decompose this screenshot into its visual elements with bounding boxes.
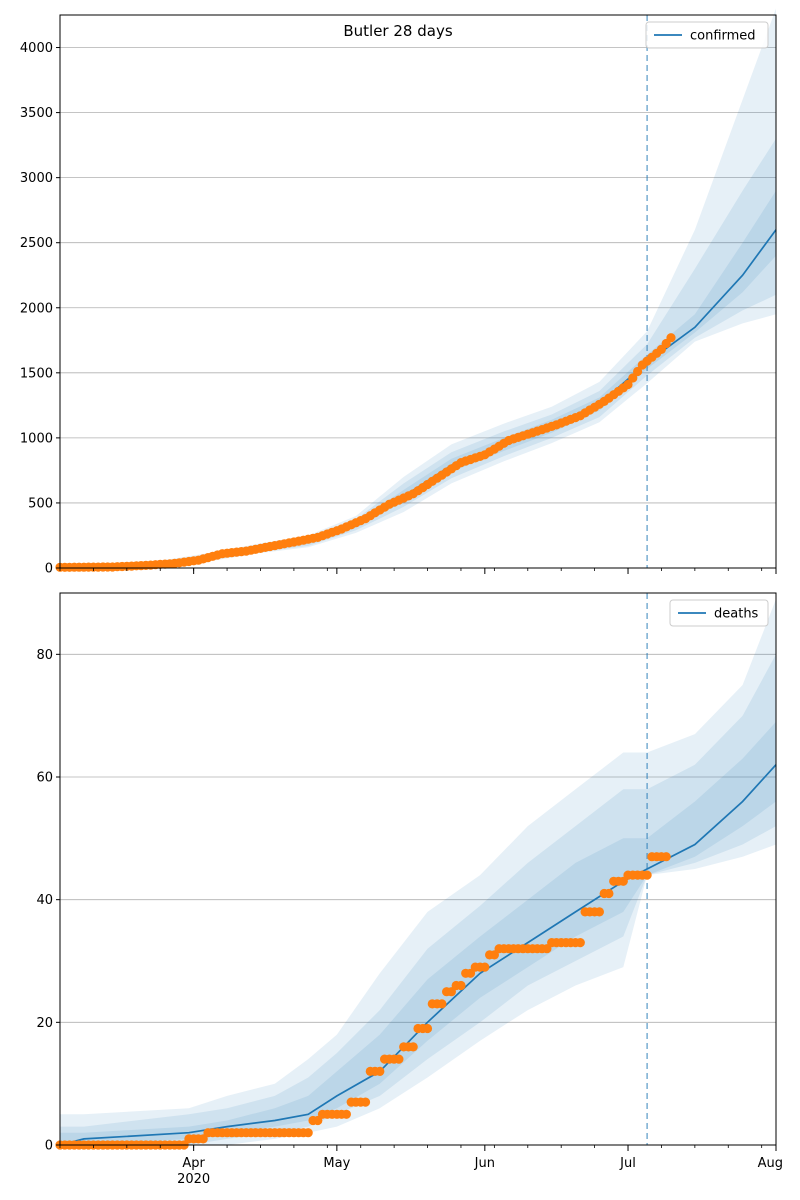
observed-point (661, 852, 671, 862)
x-tick-label: Apr (182, 1156, 205, 1171)
median-line-confirmed (59, 229, 777, 569)
y-tick-label: 40 (36, 893, 53, 908)
observed-point (623, 379, 633, 390)
uncertainty-band-2 (60, 138, 776, 568)
y-tick-label: 0 (45, 562, 53, 577)
x-tick-label: Jun (474, 1156, 495, 1171)
observed-point (628, 373, 638, 383)
y-tick-label: 20 (36, 1016, 53, 1031)
observed-point (375, 1066, 385, 1076)
legend-label: deaths (714, 607, 759, 622)
observed-point (465, 968, 476, 978)
observed-point (666, 333, 676, 343)
observed-point (198, 1134, 208, 1144)
observed-point (408, 1042, 418, 1052)
observed-point (303, 1128, 313, 1138)
plot-frame (59, 592, 777, 1146)
observed-point (642, 870, 652, 880)
uncertainty-band-2 (60, 654, 776, 1145)
confirmed-panel: 0 500 1000 1500 2000 2500 3000 3500 4000 Butler 2… (20, 8, 777, 577)
observed-point (480, 962, 490, 972)
observed-point (422, 1023, 433, 1034)
y-tick-label: 60 (36, 771, 53, 786)
legend-box (645, 21, 769, 49)
chart-title: Butler 28 days (343, 22, 452, 40)
plot-frame (59, 14, 777, 569)
y-tick-label: 3000 (20, 171, 53, 186)
legend-box (669, 599, 769, 627)
observed-point (437, 999, 447, 1009)
observed-point (575, 938, 585, 948)
y-tick-label: 80 (36, 648, 53, 663)
y-tick-label: 3500 (20, 106, 53, 121)
observed-point (633, 366, 643, 377)
observed-point (446, 987, 456, 997)
x-tick-label: Jul (619, 1156, 636, 1171)
x-tick-label: Aug (758, 1156, 783, 1171)
y-tick-label: 2000 (20, 301, 53, 316)
y-tick-label: 0 (45, 1139, 53, 1154)
observed-point (360, 1097, 371, 1107)
y-tick-label: 1500 (20, 366, 53, 381)
y-tick-label: 4000 (20, 41, 53, 56)
observed-point (594, 907, 605, 917)
y-tick-label: 1000 (20, 431, 53, 446)
deaths-panel: 0 20 40 60 80 Apr May Jun Jul Aug 2020 deaths (36, 592, 783, 1187)
x-tick-label: May (323, 1156, 350, 1171)
observed-point (341, 1109, 351, 1119)
observed-point (394, 1054, 404, 1064)
y-tick-label: 500 (28, 496, 53, 511)
legend: deaths (669, 599, 769, 627)
observed-point (604, 888, 614, 899)
uncertainty-band-3 (60, 190, 776, 568)
y-tick-label: 2500 (20, 236, 53, 251)
legend-label: confirmed (690, 29, 756, 44)
x-year-label: 2020 (177, 1172, 210, 1187)
observed-point (456, 980, 466, 991)
legend: confirmed (645, 21, 769, 49)
